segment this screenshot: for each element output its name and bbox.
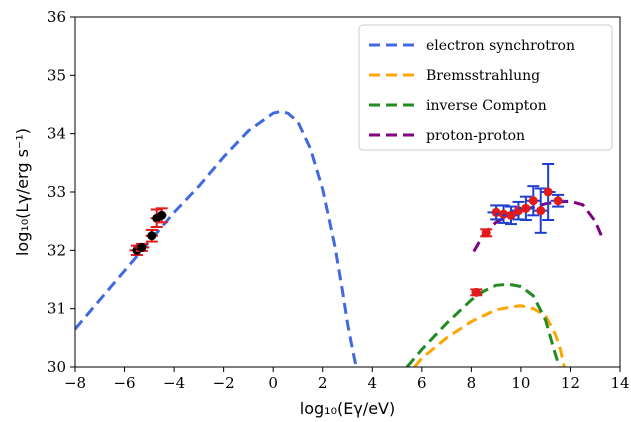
marker xyxy=(506,210,516,220)
x-tick-label: −8 xyxy=(64,374,86,392)
series-line-electron-synchrotron xyxy=(75,109,358,367)
marker xyxy=(491,207,501,217)
marker xyxy=(157,210,167,220)
y-tick-label: 31 xyxy=(47,300,66,318)
x-axis-label: log₁₀(Eγ/eV) xyxy=(300,399,395,418)
data-point-gamma xyxy=(502,205,520,226)
legend: electron synchrotron Bremsstrahlung invers… xyxy=(358,24,613,151)
data-point-low-gamma xyxy=(470,287,483,297)
x-tick-label: 12 xyxy=(561,374,580,392)
marker xyxy=(471,287,481,297)
legend-label: electron synchrotron xyxy=(426,38,575,54)
legend-item-electron-synchrotron: electron synchrotron xyxy=(369,38,575,54)
marker xyxy=(137,242,147,252)
x-tick-label: 10 xyxy=(511,374,530,392)
data-points-layer xyxy=(129,163,566,297)
data-point-optical xyxy=(145,228,158,243)
data-point-optical xyxy=(155,207,168,224)
marker xyxy=(147,231,157,241)
marker xyxy=(543,187,553,197)
legend-label: Bremsstrahlung xyxy=(426,68,540,84)
x-tick-label: 8 xyxy=(467,374,477,392)
data-point-low-gamma xyxy=(480,228,493,238)
y-axis-label: log₁₀(Lγ/erg s⁻¹) xyxy=(13,128,32,256)
x-tick-label: 14 xyxy=(610,374,629,392)
y-tick-label: 30 xyxy=(47,358,66,376)
legend-label: proton-proton xyxy=(426,128,525,144)
series-line-inverse-compton xyxy=(405,282,561,367)
y-tick-label: 34 xyxy=(47,125,66,143)
y-tick-label: 33 xyxy=(47,183,66,201)
x-tick-label: 4 xyxy=(367,374,377,392)
marker xyxy=(528,196,538,206)
curves-layer xyxy=(75,109,603,367)
legend-item-proton-proton: proton-proton xyxy=(369,128,525,144)
data-point-gamma xyxy=(550,193,566,208)
ticks-layer: −8 −6 −4 −2 0 2 4 6 8 10 12 14 30 31 32 33 34 35 36 xyxy=(47,8,630,392)
y-tick-label: 36 xyxy=(47,8,66,26)
marker xyxy=(481,228,491,238)
legend-item-inverse-compton: inverse Compton xyxy=(369,98,547,114)
x-tick-label: −4 xyxy=(163,374,185,392)
x-tick-label: 2 xyxy=(318,374,328,392)
y-tick-label: 35 xyxy=(47,66,66,84)
data-point-gamma xyxy=(540,163,556,221)
marker xyxy=(536,206,546,216)
y-tick-label: 32 xyxy=(47,241,66,259)
series-line-proton-proton xyxy=(472,199,603,253)
legend-box xyxy=(358,24,613,151)
data-point-optical xyxy=(134,242,150,252)
marker xyxy=(499,209,509,219)
x-tick-label: 0 xyxy=(268,374,278,392)
x-tick-label: −2 xyxy=(213,374,235,392)
data-point-gamma xyxy=(533,187,549,234)
series-line-bremsstrahlung xyxy=(413,304,566,367)
x-tick-label: −6 xyxy=(113,374,135,392)
legend-label: inverse Compton xyxy=(426,98,547,114)
legend-item-bremsstrahlung: Bremsstrahlung xyxy=(369,68,540,84)
marker xyxy=(521,203,531,213)
x-tick-label: 6 xyxy=(417,374,427,392)
marker xyxy=(553,196,563,206)
